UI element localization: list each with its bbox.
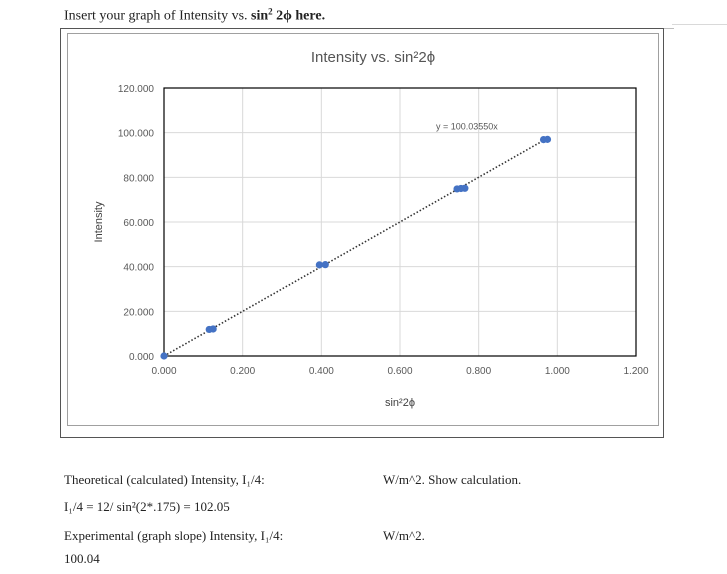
data-point	[160, 352, 168, 360]
experimental-unit: W/m^2.	[383, 528, 425, 543]
data-point	[543, 135, 552, 143]
calculation-line: I₁/4 = 12/ sin²(2*.175) = 102.05	[64, 499, 230, 514]
x-axis-title: sin²2ϕ	[385, 397, 415, 409]
y-tick-label: 100.000	[118, 129, 155, 140]
experimental-value: 100.04	[64, 551, 100, 566]
prompt-text: Insert your graph of Intensity vs. sin2 …	[64, 6, 326, 24]
plot-area	[163, 87, 637, 357]
y-axis-title: Intensity	[93, 201, 105, 242]
experimental-label: Experimental (graph slope) Intensity, I₁…	[64, 528, 284, 543]
data-point	[315, 261, 323, 269]
chart-frame[interactable]: Intensity vs. sin²2ϕ 0.000 20.000 40.000 60.…	[67, 33, 659, 426]
graph-box	[60, 28, 664, 438]
x-tick-label: 1.000	[545, 366, 570, 377]
x-tick-label: 0.000	[151, 366, 176, 377]
trendline	[163, 137, 548, 357]
x-tick-label: 0.600	[387, 366, 412, 377]
x-tick-label: 0.400	[309, 366, 334, 377]
x-tick-label: 1.200	[623, 366, 648, 377]
data-point	[321, 261, 329, 269]
y-tick-label: 80.000	[123, 173, 154, 184]
y-tick-label: 120.000	[118, 84, 155, 95]
y-tick-label: 60.000	[123, 218, 154, 229]
y-tick-label: 0.000	[129, 352, 154, 363]
x-tick-label: 0.200	[230, 366, 255, 377]
x-tick-label: 0.800	[466, 366, 491, 377]
divider	[672, 24, 727, 25]
scatter-chart: Intensity vs. sin²2ϕ 0.000 20.000 40.000 60.…	[93, 49, 649, 409]
chart-title: Intensity vs. sin²2ϕ	[311, 49, 435, 66]
theoretical-label: Theoretical (calculated) Intensity, I₁/4…	[64, 472, 265, 487]
theoretical-unit: W/m^2. Show calculation.	[383, 472, 522, 487]
trendline-equation: y = 100.03550x	[436, 121, 498, 131]
y-tick-label: 40.000	[123, 263, 154, 274]
data-point	[461, 184, 469, 192]
y-tick-label: 20.000	[123, 307, 154, 318]
data-point	[209, 325, 217, 333]
